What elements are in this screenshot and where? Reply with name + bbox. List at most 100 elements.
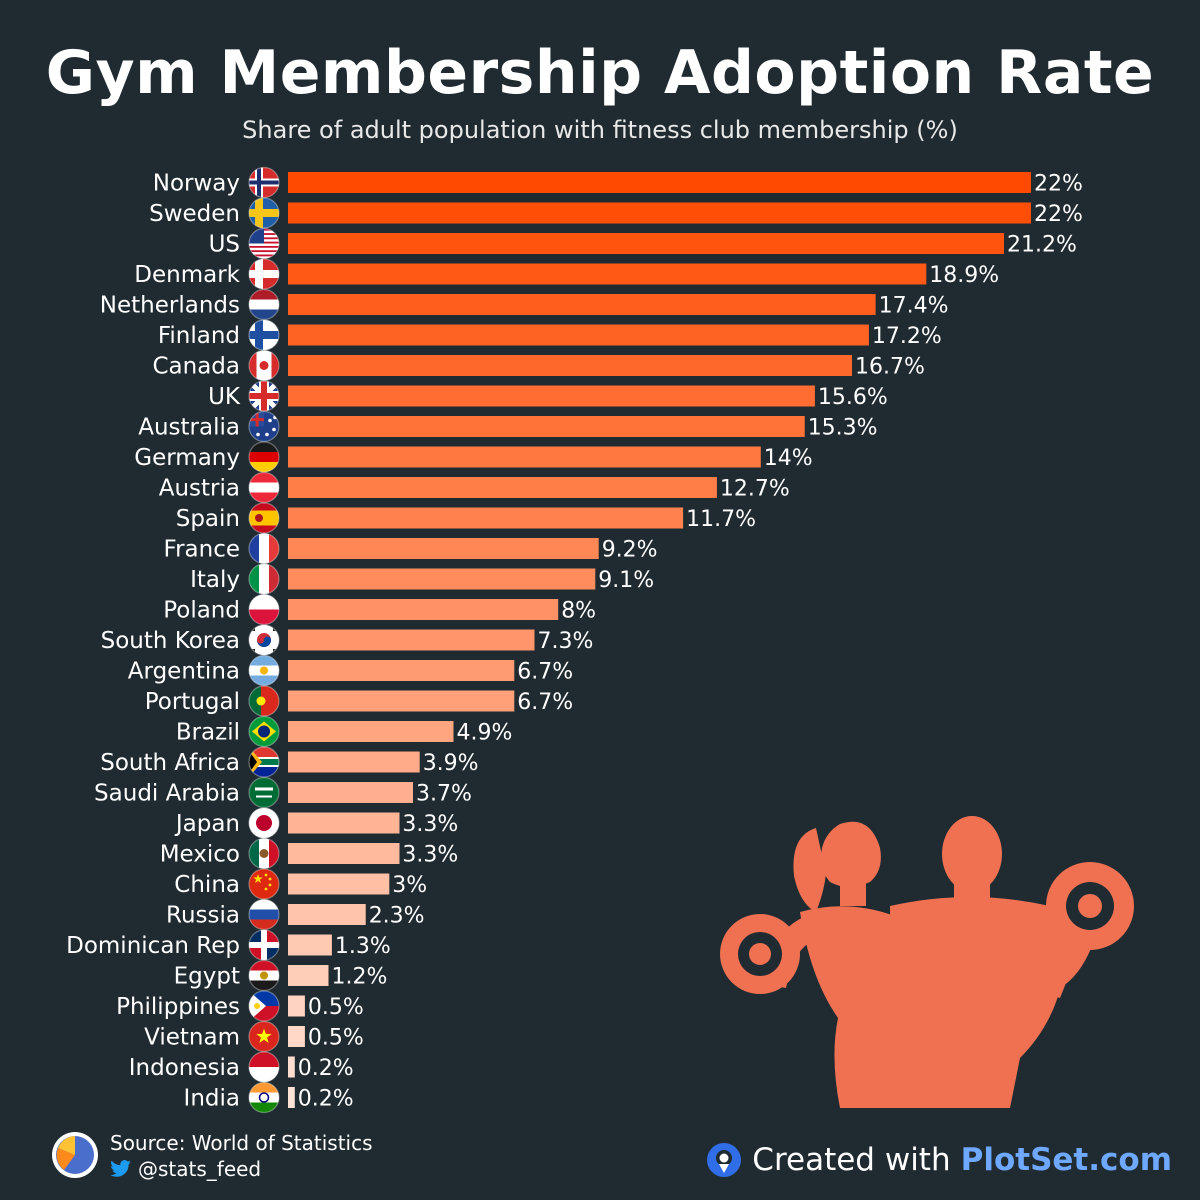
page-title: Gym Membership Adoption Rate (45, 38, 1155, 108)
value-label: 9.2% (602, 538, 658, 563)
chart-row: Italy 9.1% (190, 563, 654, 595)
chart-row: Brazil 4.9% (176, 715, 513, 748)
value-label: 1.3% (335, 934, 391, 959)
bar (288, 660, 515, 681)
chart-row: Canada 16.7% (152, 349, 925, 382)
bar (288, 1056, 295, 1078)
chart-row: France 9.2% (164, 532, 658, 565)
country-label: France (164, 537, 240, 563)
flag-icon (249, 289, 279, 320)
value-label: 2.3% (369, 904, 425, 929)
flag-icon (249, 442, 279, 472)
value-label: 0.5% (308, 1026, 364, 1051)
twitter-handle[interactable]: @stats_feed (110, 1157, 261, 1181)
country-label: Spain (176, 506, 240, 532)
bar (288, 355, 852, 376)
bar (288, 202, 1031, 224)
value-label: 11.7% (686, 507, 756, 532)
value-label: 0.2% (298, 1056, 354, 1081)
country-label: Russia (166, 903, 240, 929)
bar (288, 873, 390, 895)
value-label: 12.7% (720, 477, 790, 502)
bar (288, 172, 1031, 193)
value-label: 17.2% (872, 324, 942, 349)
value-label: 1.2% (332, 965, 388, 990)
value-label: 15.3% (808, 416, 878, 441)
country-label: Italy (190, 567, 240, 593)
page-subtitle: Share of adult population with fitness c… (242, 116, 958, 144)
bar (288, 385, 815, 407)
flag-icon (249, 411, 279, 442)
value-label: 0.2% (298, 1087, 354, 1112)
flag-icon (249, 625, 279, 655)
country-label: Dominican Rep (66, 933, 240, 959)
chart-row: Mexico 3.3% (160, 837, 458, 870)
flag-icon (249, 381, 279, 411)
chart-row: Poland 8% (163, 593, 596, 626)
country-label: Norway (153, 171, 240, 197)
chart-row: Finland 17.2% (158, 319, 942, 351)
value-label: 0.5% (308, 995, 364, 1020)
chart-row: South Korea 7.3% (101, 624, 594, 656)
country-label: Austria (159, 476, 240, 502)
country-label: Poland (163, 598, 240, 624)
flag-icon (249, 320, 279, 350)
bar (288, 751, 420, 773)
bar (288, 843, 400, 864)
country-label: Mexico (160, 842, 240, 868)
value-label: 15.6% (818, 385, 888, 410)
source-text: Source: World of Statistics (110, 1131, 373, 1155)
country-label: Egypt (174, 964, 240, 990)
value-label: 17.4% (879, 294, 949, 319)
flag-icon (249, 167, 279, 198)
flag-icon (249, 808, 279, 838)
value-label: 3.9% (423, 751, 479, 776)
value-label: 6.7% (517, 660, 573, 685)
chart-row: Germany 14% (134, 441, 813, 473)
bar (288, 599, 559, 620)
bar (288, 1087, 295, 1108)
chart-row: India 0.2% (184, 1081, 354, 1114)
bar (288, 263, 927, 285)
chart-row: Austria 12.7% (159, 471, 790, 504)
flag-icon (249, 1082, 279, 1113)
bar-chart: Norway 22%Sweden 22%US 21.2%Denmark 18.9%Net… (66, 166, 1083, 1114)
country-label: China (174, 872, 240, 898)
chart-row: Saudi Arabia 3.7% (94, 776, 472, 809)
country-label: South Korea (101, 628, 240, 654)
value-label: 3.7% (416, 782, 472, 807)
credit-prefix: Created with (752, 1142, 951, 1178)
flag-icon (249, 228, 279, 259)
flag-icon (249, 503, 279, 533)
chart-row: UK 15.6% (208, 380, 888, 412)
value-label: 4.9% (457, 721, 513, 746)
country-label: UK (208, 384, 241, 410)
bar (288, 965, 329, 986)
bar (288, 782, 413, 803)
flag-icon (249, 533, 279, 564)
chart-row: Netherlands 17.4% (100, 288, 949, 321)
country-label: Portugal (145, 689, 240, 715)
country-label: Vietnam (144, 1025, 240, 1051)
flag-icon (249, 655, 279, 686)
country-label: Philippines (116, 994, 240, 1020)
country-label: South Africa (100, 750, 240, 776)
credit-brand: PlotSet.com (960, 1142, 1172, 1178)
chart-row: Indonesia 0.2% (129, 1051, 354, 1083)
athletes-illustration-icon (720, 816, 1134, 1108)
bar (288, 812, 400, 834)
bar (288, 294, 876, 315)
chart-row: Russia 2.3% (166, 898, 425, 931)
value-label: 16.7% (855, 355, 925, 380)
value-label: 8% (561, 599, 596, 624)
plotset-credit[interactable]: Created with PlotSet.com (706, 1142, 1172, 1178)
value-label: 7.3% (538, 629, 594, 654)
flag-icon (249, 259, 279, 289)
country-label: Denmark (134, 262, 240, 288)
country-label: Indonesia (129, 1055, 240, 1081)
flag-icon (249, 1021, 279, 1052)
country-label: Netherlands (100, 293, 240, 319)
value-label: 3.3% (402, 843, 458, 868)
flag-icon (249, 472, 279, 503)
bar (288, 233, 1004, 254)
